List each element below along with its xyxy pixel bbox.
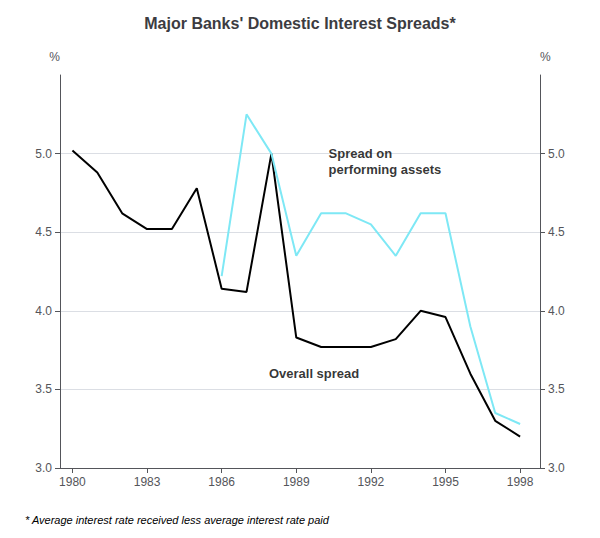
svg-text:5.0: 5.0	[548, 147, 565, 161]
svg-text:5.0: 5.0	[35, 147, 52, 161]
svg-text:performing assets: performing assets	[329, 162, 442, 177]
svg-text:4.0: 4.0	[548, 304, 565, 318]
svg-text:1983: 1983	[134, 475, 161, 489]
svg-text:%: %	[49, 50, 60, 64]
svg-text:%: %	[540, 50, 551, 64]
svg-text:3.5: 3.5	[35, 382, 52, 396]
svg-text:1992: 1992	[358, 475, 385, 489]
svg-text:1989: 1989	[283, 475, 310, 489]
svg-text:1986: 1986	[208, 475, 235, 489]
svg-text:3.0: 3.0	[548, 461, 565, 475]
svg-text:Overall spread: Overall spread	[269, 366, 359, 381]
svg-text:1980: 1980	[59, 475, 86, 489]
svg-text:1995: 1995	[432, 475, 459, 489]
svg-text:3.0: 3.0	[35, 461, 52, 475]
svg-text:4.5: 4.5	[548, 225, 565, 239]
svg-text:1998: 1998	[507, 475, 534, 489]
svg-text:4.5: 4.5	[35, 225, 52, 239]
svg-text:* Average interest rate receiv: * Average interest rate received less av…	[25, 514, 330, 526]
svg-text:3.5: 3.5	[548, 382, 565, 396]
svg-text:Spread on: Spread on	[329, 146, 393, 161]
svg-text:Major Banks' Domestic Interest: Major Banks' Domestic Interest Spreads*	[144, 15, 456, 32]
svg-text:4.0: 4.0	[35, 304, 52, 318]
